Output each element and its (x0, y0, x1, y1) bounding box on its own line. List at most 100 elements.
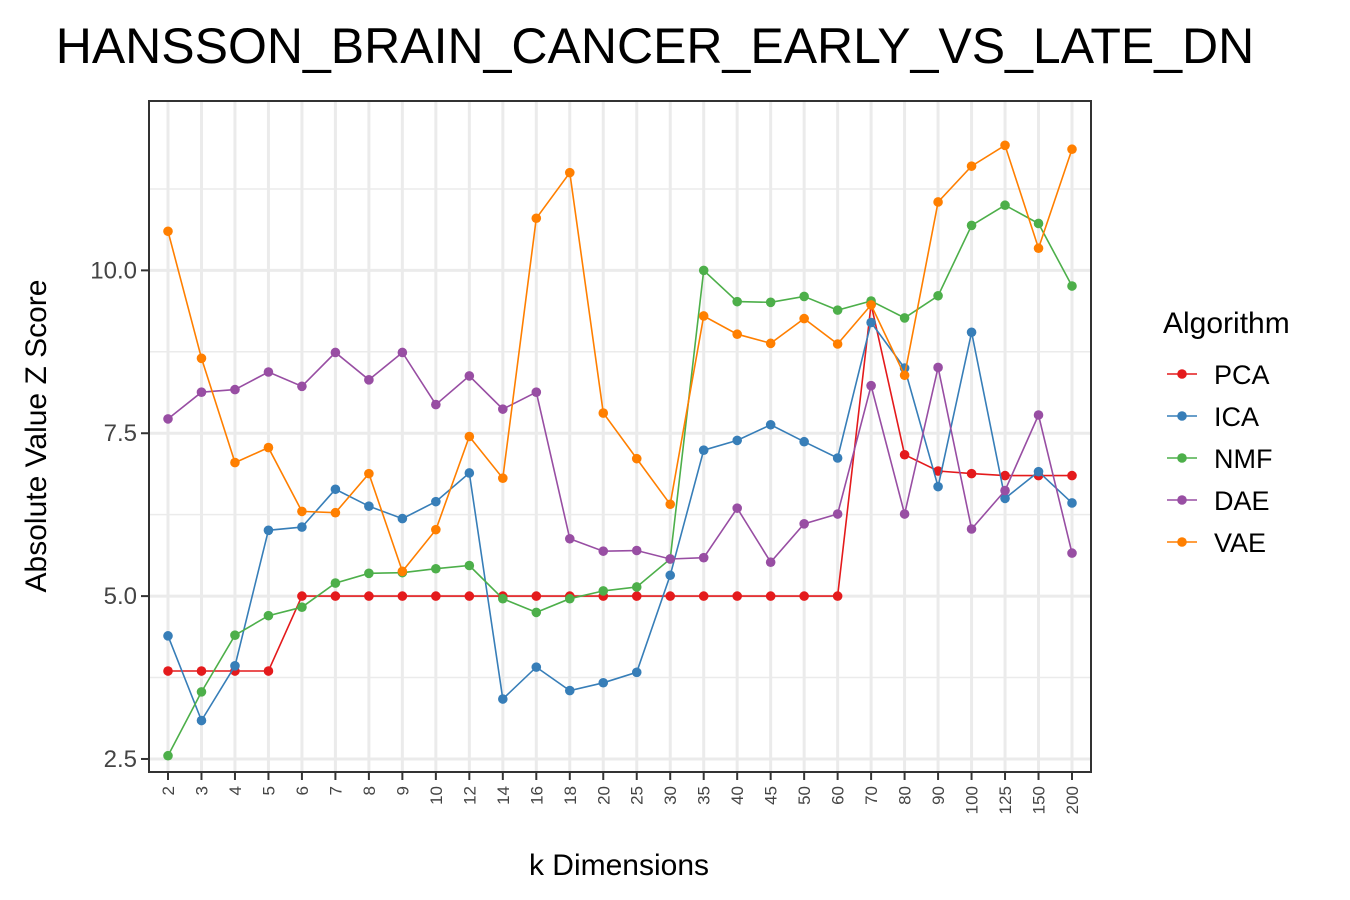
data-point-dae (397, 347, 408, 358)
data-point-ica (631, 667, 642, 678)
data-point-ica (163, 631, 173, 641)
data-point-vae (698, 311, 709, 321)
data-point-vae (631, 453, 642, 464)
x-tick-label: 12 (460, 786, 479, 805)
x-tick-label: 16 (527, 786, 546, 805)
x-tick-label: 20 (594, 786, 613, 805)
legend-item-dae: DAE (1167, 486, 1270, 516)
data-point-pca (431, 591, 441, 601)
data-point-vae (196, 353, 207, 364)
x-tick-label: 70 (862, 786, 881, 805)
data-point-nmf (431, 563, 441, 574)
data-point-vae (732, 329, 742, 340)
x-tick-label: 2 (159, 786, 178, 795)
x-tick-label: 150 (1030, 786, 1049, 814)
data-point-dae (866, 380, 876, 391)
data-point-vae (498, 473, 508, 483)
data-point-pca (297, 591, 307, 601)
data-point-ica (230, 661, 240, 671)
x-tick-label: 4 (226, 786, 245, 795)
data-point-ica (330, 484, 341, 495)
data-point-dae (598, 546, 609, 556)
data-point-vae (564, 167, 575, 178)
data-point-vae (464, 431, 475, 442)
axes: 2.55.07.510.02 3 4 5 6 7 8 9 10 12 14 16 18 20 25 30 35 4… (90, 257, 1082, 814)
data-point-pca (364, 591, 374, 601)
data-point-pca (464, 591, 475, 601)
x-tick-label: 3 (193, 786, 212, 795)
series-line-ica (167, 320, 1073, 723)
legend-item-vae: VAE (1167, 528, 1266, 558)
data-point-dae (966, 524, 977, 534)
data-point-nmf (832, 305, 843, 315)
legend-label: NMF (1214, 444, 1272, 474)
data-point-nmf (330, 578, 341, 588)
data-point-vae (933, 197, 943, 207)
data-point-vae (1033, 243, 1044, 254)
data-point-dae (564, 533, 575, 544)
data-point-ica (531, 662, 542, 672)
data-point-pca (531, 591, 542, 601)
data-point-ica (297, 522, 307, 532)
data-point-ica (263, 525, 274, 536)
data-point-nmf (799, 291, 809, 302)
data-point-nmf (598, 586, 609, 596)
data-point-nmf (631, 582, 642, 592)
legend-key-point (1177, 537, 1187, 547)
data-point-dae (832, 509, 843, 519)
data-point-nmf (732, 296, 742, 307)
series-line-dae (167, 351, 1073, 564)
data-point-ica (464, 468, 475, 478)
legend-key-point (1177, 411, 1187, 421)
x-tick-label: 5 (259, 786, 278, 795)
y-tick-label: 5.0 (104, 583, 137, 610)
x-tick-label: 90 (929, 786, 948, 805)
data-point-ica (598, 677, 609, 688)
data-point-vae (866, 300, 876, 310)
data-point-ica (498, 694, 508, 704)
data-point-dae (631, 545, 642, 556)
y-axis-title: Absolute Value Z Score (20, 280, 53, 593)
data-point-vae (832, 339, 843, 349)
x-tick-label: 7 (326, 786, 345, 795)
x-tick-label: 6 (293, 786, 312, 795)
x-tick-label: 100 (963, 786, 982, 814)
data-point-dae (1033, 410, 1044, 420)
data-point-dae (464, 371, 475, 381)
data-point-dae (498, 404, 508, 414)
data-point-vae (1000, 140, 1010, 151)
legend-item-nmf: NMF (1167, 444, 1272, 474)
data-point-dae (230, 384, 240, 395)
legend-title: Algorithm (1163, 307, 1290, 340)
series-line-nmf (167, 204, 1073, 757)
data-point-dae (263, 367, 274, 377)
data-point-nmf (698, 265, 709, 276)
data-point-vae (364, 468, 374, 479)
data-point-nmf (498, 593, 508, 604)
series-dae (163, 347, 1077, 568)
data-point-vae (397, 566, 408, 577)
data-point-vae (431, 524, 441, 535)
data-point-nmf (1000, 200, 1010, 211)
data-point-vae (263, 442, 274, 453)
data-point-pca (1000, 470, 1010, 481)
data-point-nmf (564, 593, 575, 604)
data-point-dae (431, 399, 441, 410)
data-point-vae (799, 313, 809, 324)
data-point-dae (297, 381, 307, 392)
x-tick-label: 125 (996, 786, 1015, 814)
x-tick-label: 50 (795, 786, 814, 805)
data-point-pca (899, 449, 910, 460)
data-point-ica (564, 685, 575, 696)
legend-key-point (1177, 453, 1187, 463)
x-tick-label: 35 (695, 786, 714, 805)
x-tick-label: 18 (561, 786, 580, 805)
data-point-ica (933, 481, 943, 492)
data-point-dae (698, 552, 709, 563)
legend-items: PCA ICA NMF DAE VAE (1167, 360, 1272, 558)
data-point-vae (899, 370, 910, 381)
data-point-ica (1067, 498, 1077, 508)
data-point-ica (196, 715, 207, 726)
data-point-ica (799, 436, 809, 447)
